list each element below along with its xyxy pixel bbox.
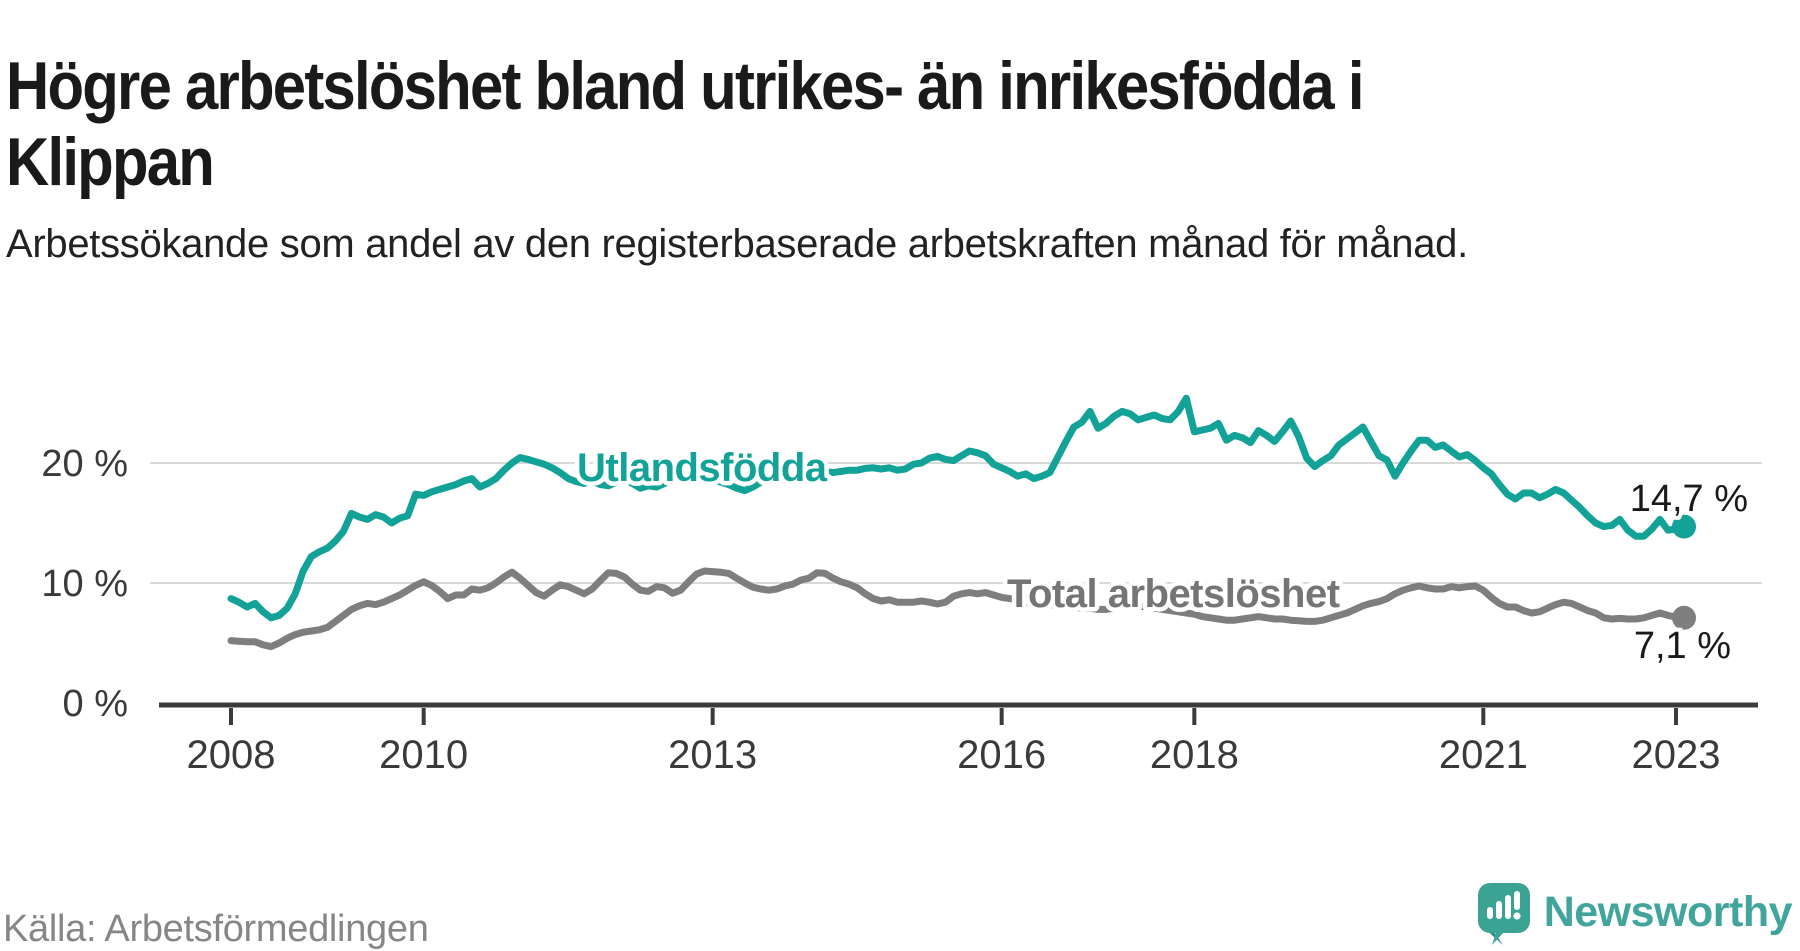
series-line-total (227, 567, 1688, 651)
end-label-total: 7,1 % (1634, 625, 1731, 667)
series-label-total: Total arbetslöshet (1007, 572, 1340, 616)
page-title: Högre arbetslöshet bland utrikes- än inr… (6, 47, 1364, 200)
series-label-utlandsfodda: Utlandsfödda (577, 446, 828, 490)
x-axis-label-2008: 2008 (187, 733, 276, 777)
y-axis-label-0: 0 % (63, 683, 128, 725)
end-dot-utlandsfodda (1672, 514, 1697, 539)
bar-chart-speech-bubble-icon (1477, 883, 1530, 945)
x-axis-label-2016: 2016 (957, 733, 1046, 777)
newsworthy-wordmark: Newsworthy (1543, 887, 1793, 936)
x-axis-label-2021: 2021 (1439, 733, 1528, 777)
series-line-utlandsfodda (227, 394, 1688, 622)
source-attribution: Källa: Arbetsförmedlingen (3, 908, 429, 950)
x-axis-label-2010: 2010 (379, 733, 468, 777)
newsworthy-logo[interactable]: Newsworthy (1477, 882, 1793, 948)
y-axis-label-20: 20 % (41, 443, 128, 485)
x-axis-label-2013: 2013 (668, 733, 757, 777)
page-subtitle: Arbetssökande som andel av den registerb… (6, 222, 1468, 266)
y-axis-label-10: 10 % (41, 563, 128, 605)
end-label-utlandsfodda: 14,7 % (1630, 478, 1748, 520)
x-axis-label-2023: 2023 (1631, 733, 1720, 777)
end-dot-total (1672, 605, 1697, 630)
x-axis-label-2018: 2018 (1150, 733, 1239, 777)
